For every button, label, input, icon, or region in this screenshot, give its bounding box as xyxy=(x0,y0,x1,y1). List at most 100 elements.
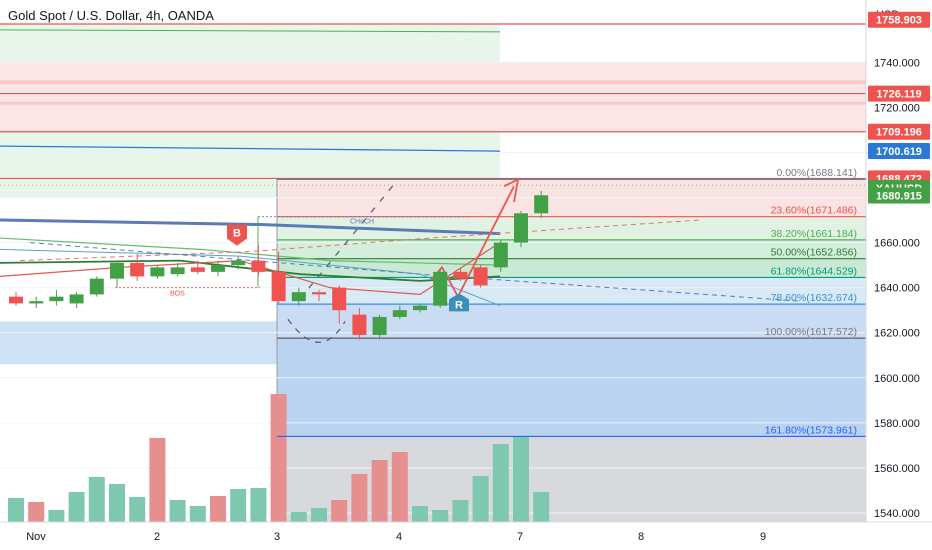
candle xyxy=(332,285,347,324)
price-tag-bg xyxy=(868,85,930,102)
candle-body xyxy=(231,260,246,266)
volume-bar xyxy=(189,506,206,522)
candle xyxy=(170,262,185,277)
ma-blue-thick xyxy=(0,218,501,236)
fib-label: 50.00%(1652.856) xyxy=(771,247,857,259)
fib-band xyxy=(277,338,866,437)
candle-body xyxy=(29,301,44,304)
y-tick-label: 1560.000 xyxy=(874,463,920,475)
fib-label: 38.20%(1661.184) xyxy=(771,228,857,240)
x-tick-label: 3 xyxy=(274,531,280,543)
candle xyxy=(514,211,528,248)
y-tick-label: 1600.000 xyxy=(874,373,920,385)
candle-body xyxy=(271,271,286,302)
candle-body xyxy=(433,271,448,306)
price-tag-bg xyxy=(868,187,930,204)
candle-body xyxy=(170,267,185,275)
volume-bar xyxy=(129,497,146,522)
volume-bar xyxy=(472,476,489,522)
candle-body xyxy=(9,296,23,304)
candle-body xyxy=(291,292,306,302)
volume-bar xyxy=(270,394,287,522)
fib-label: 23.60%(1671.486) xyxy=(771,205,857,217)
candle xyxy=(372,314,387,340)
candle xyxy=(251,244,266,277)
candle xyxy=(291,287,306,306)
volume-bar xyxy=(28,502,45,522)
candle xyxy=(211,260,225,277)
candle xyxy=(110,260,124,288)
candle xyxy=(231,256,246,270)
y-tick-label: 1640.000 xyxy=(874,283,920,295)
volume-bar xyxy=(48,510,65,522)
fib-label: 78.60%(1632.674) xyxy=(771,292,857,304)
candle xyxy=(352,307,367,340)
volume-bar xyxy=(533,492,550,522)
candle-body xyxy=(312,292,326,295)
candle xyxy=(534,190,549,218)
candle xyxy=(433,269,448,308)
x-tick-label: 4 xyxy=(396,531,402,543)
volume-bar xyxy=(250,488,267,522)
x-tick-label: 8 xyxy=(638,531,644,543)
candle xyxy=(473,265,488,288)
candle xyxy=(9,292,23,306)
x-tick-label: 2 xyxy=(154,531,160,543)
candle-body xyxy=(392,310,407,317)
candle xyxy=(453,267,468,281)
price-tag-label: 1709.196 xyxy=(876,127,922,139)
choch-label: CHoCH xyxy=(350,219,374,226)
ma-teal xyxy=(0,248,501,307)
y-tick-label: 1660.000 xyxy=(874,238,920,250)
candle-body xyxy=(251,260,266,272)
price-tag-bg xyxy=(868,11,930,28)
candle xyxy=(150,265,165,279)
marker-b-label: B xyxy=(233,228,241,240)
candle-body xyxy=(190,267,205,272)
candle-body xyxy=(493,242,508,268)
volume-layer xyxy=(8,394,550,522)
ma-blue-dashed xyxy=(29,242,801,302)
candle-body xyxy=(453,271,468,279)
fib-label: 100.00%(1617.572) xyxy=(765,326,857,338)
volume-bar xyxy=(492,444,509,522)
volume-bar xyxy=(513,436,529,522)
red-zone-upper xyxy=(0,62,866,132)
price-tag-bg xyxy=(868,123,930,140)
candle-body xyxy=(49,296,64,302)
candle xyxy=(190,260,205,275)
volume-bar xyxy=(149,438,166,522)
candle xyxy=(392,305,407,320)
fib-label: 61.80%(1644.529) xyxy=(771,265,857,277)
price-tag-label: 1758.903 xyxy=(876,15,922,27)
volume-bar xyxy=(230,489,247,522)
bos-label: BOS xyxy=(170,291,185,298)
projection-curve xyxy=(287,318,346,343)
candle-body xyxy=(150,267,165,277)
candle xyxy=(29,296,44,308)
price-tag-label: 1680.915 xyxy=(876,190,922,202)
x-tick-label: 7 xyxy=(517,531,523,543)
candle xyxy=(493,240,508,272)
projection-dashed xyxy=(299,179,399,300)
candle-body xyxy=(534,195,549,214)
candle-body xyxy=(372,316,387,335)
volume-bar xyxy=(331,500,348,522)
candle xyxy=(413,303,427,313)
blue-trend-line xyxy=(0,145,501,152)
arrow-head xyxy=(503,177,520,203)
candle-body xyxy=(211,265,225,272)
red-band-1 xyxy=(0,80,866,85)
volume-bar xyxy=(452,500,469,522)
volume-bar xyxy=(68,492,85,522)
candle xyxy=(312,289,326,302)
candle xyxy=(49,289,64,306)
price-tag-label: 1726.119 xyxy=(876,89,921,101)
drawings-layer xyxy=(0,23,866,438)
fib-label: 0.00%(1688.141) xyxy=(776,167,857,179)
volume-bar xyxy=(169,500,186,522)
fib-band xyxy=(277,239,866,259)
volume-bar xyxy=(412,506,428,522)
volume-bar xyxy=(391,452,408,522)
